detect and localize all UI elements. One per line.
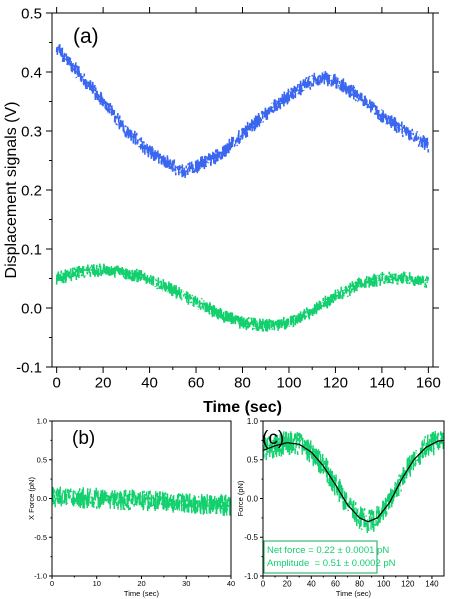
y-axis-label: X Force (pN) — [27, 477, 36, 520]
y-tick-label: 0.0 — [247, 494, 259, 503]
y-tick-label: 1.0 — [37, 417, 47, 426]
y-tick-label: 0.5 — [21, 5, 42, 22]
x-tick-label: 160 — [416, 374, 441, 391]
x-tick-label: 20 — [95, 374, 112, 391]
y-tick-label: 0.5 — [247, 456, 259, 465]
x-tick-label: 140 — [425, 580, 439, 589]
fit-line — [262, 439, 445, 523]
y-tick-label: 0.5 — [37, 455, 47, 464]
x-tick-label: 120 — [401, 580, 415, 589]
y-tick-label: -1.0 — [34, 572, 47, 581]
y-axis-label: Displacement signals (V) — [3, 102, 20, 279]
y-tick-label: -0.5 — [34, 533, 47, 542]
x-tick-label: 0 — [50, 579, 54, 588]
x-tick-label: 40 — [307, 580, 316, 589]
fit-result-line: Net force = 0.22 ± 0.0001 pN — [267, 545, 389, 556]
x-tick-label: 40 — [227, 579, 235, 588]
fit-result-line: Amplitude = 0.51 ± 0.0002 pN — [267, 558, 396, 569]
y-tick-label: 0.4 — [21, 64, 42, 81]
panel-a: 0 20 40 60 80 100 120 140 160 -0.1 0.0 0.1 0.2 0.3 0.4… — [3, 5, 441, 416]
x-tick-label: 140 — [369, 374, 394, 391]
panel-label: (b) — [72, 428, 95, 449]
y-tick-label: 0.1 — [21, 241, 42, 258]
x-tick-label: 80 — [234, 374, 251, 391]
series-1-line — [263, 430, 444, 534]
plot-frame — [51, 12, 434, 368]
x-axis-label: Time (sec) — [336, 589, 372, 598]
y-axis-label: Force (pN) — [236, 480, 245, 516]
series-2-line — [55, 263, 430, 332]
series-1-line — [55, 44, 430, 179]
x-tick-label: 10 — [93, 579, 101, 588]
y-tick-label: 0.0 — [37, 494, 47, 503]
y-tick-label: -1.0 — [244, 572, 258, 581]
x-tick-label: 60 — [188, 374, 205, 391]
y-tick-label: 0.2 — [21, 182, 42, 199]
x-tick-label: 30 — [182, 579, 190, 588]
x-tick-label: 0 — [52, 374, 60, 391]
x-tick-label: 0 — [261, 580, 266, 589]
y-tick-label: 1.0 — [247, 417, 259, 426]
x-tick-label: 20 — [137, 579, 145, 588]
x-axis-label: Time (sec) — [124, 589, 160, 598]
panel-c: 0 20 40 60 80 100 120 140 -1.0 -0.5 0.0 0.5 1.0 Time … — [236, 417, 445, 598]
fit-result-box — [263, 540, 378, 574]
x-tick-label: 80 — [355, 580, 364, 589]
y-tick-label: -0.5 — [244, 533, 258, 542]
panel-b: 0 10 20 30 40 -1.0 -0.5 0.0 0.5 1.0 Time (sec) X Fo… — [27, 417, 235, 598]
x-tick-label: 40 — [141, 374, 158, 391]
x-tick-label: 100 — [276, 374, 301, 391]
y-tick-label: 0.0 — [21, 300, 42, 317]
x-axis-label: Time (sec) — [203, 399, 282, 416]
panel-label: (a) — [73, 25, 99, 48]
x-tick-label: 60 — [331, 580, 340, 589]
x-tick-label: 120 — [323, 374, 348, 391]
x-tick-label: 100 — [377, 580, 391, 589]
y-tick-label: 0.3 — [21, 123, 42, 140]
x-tick-label: 20 — [283, 580, 292, 589]
series-1-line — [52, 486, 231, 516]
y-tick-label: -0.1 — [16, 359, 42, 376]
panel-label: (c) — [262, 428, 284, 449]
